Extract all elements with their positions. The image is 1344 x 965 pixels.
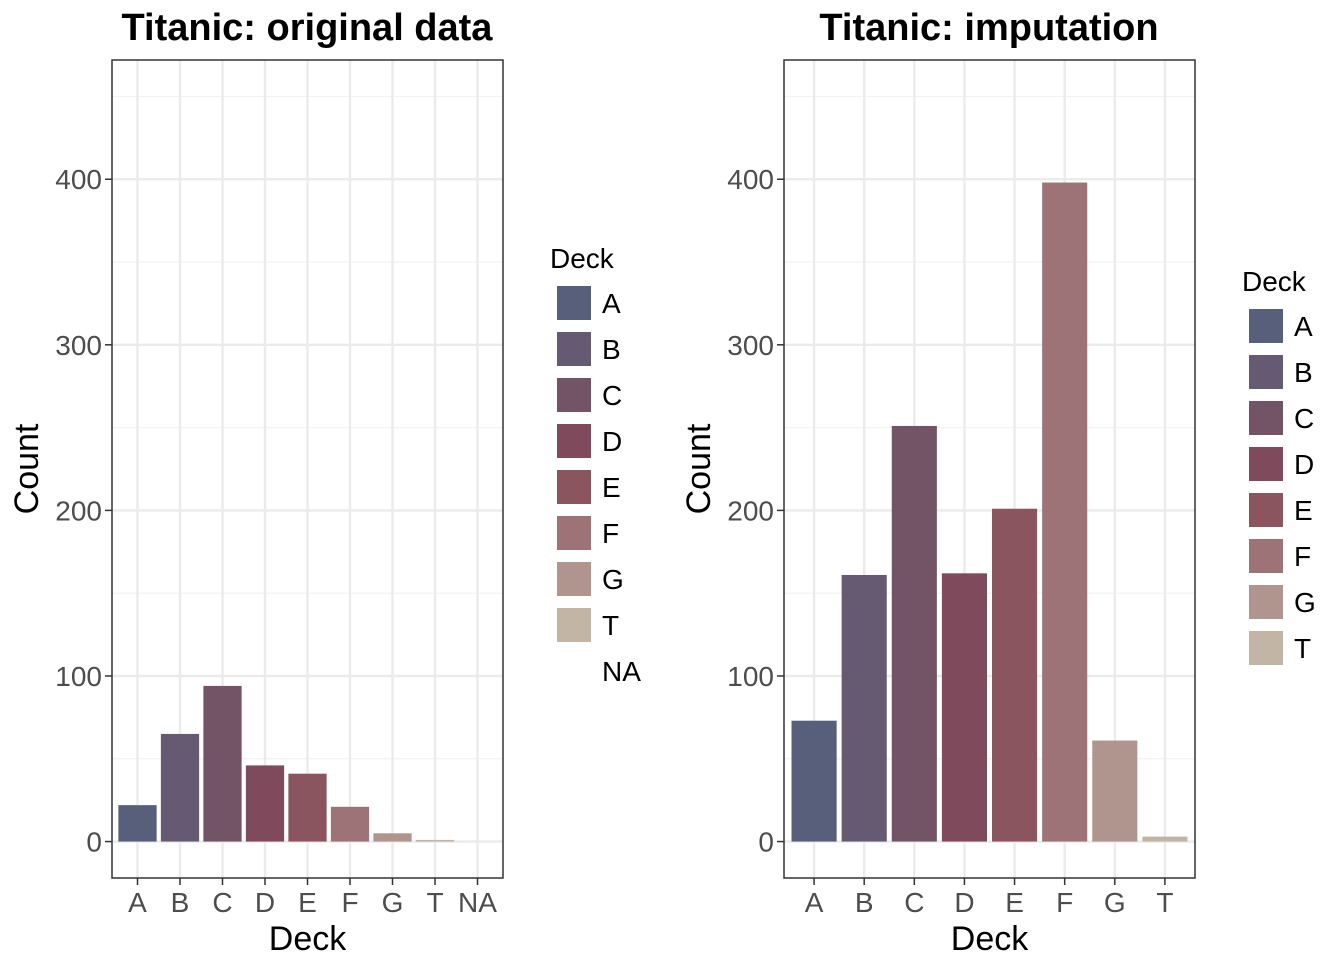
- panel1-y-tick-label: 200: [55, 495, 102, 526]
- panel2-y-axis-title: Count: [680, 423, 718, 514]
- panel1-y-tick-label: 0: [86, 827, 102, 858]
- panel1-legend-key-C: [557, 378, 591, 412]
- panel2-y-tick-label: 300: [727, 330, 774, 361]
- panel1-legend-label-C: C: [602, 380, 622, 411]
- panel2-legend-key-T: [1249, 631, 1283, 665]
- panel2-legend-label-T: T: [1294, 633, 1311, 664]
- panel2-panel-border: [783, 59, 1196, 879]
- panel2-legend-key-B: [1249, 355, 1283, 389]
- panel1-bar-C: [203, 685, 242, 842]
- panel2-x-tick-label: D: [954, 887, 974, 918]
- panel1-x-tick-label: D: [255, 887, 275, 918]
- panel1-legend-label-D: D: [602, 426, 622, 457]
- panel2-legend-key-D: [1249, 447, 1283, 481]
- panel1-legend-key-D: [557, 424, 591, 458]
- panel1-legend-title: Deck: [550, 243, 615, 274]
- panel1-x-tick-label: A: [128, 887, 147, 918]
- panel1-x-axis-title: Deck: [269, 920, 347, 958]
- panel1-legend-key-B: [557, 332, 591, 366]
- panel2-legend-label-A: A: [1294, 311, 1313, 342]
- panel2-y-tick-label: 400: [727, 164, 774, 195]
- panel1-x-tick-label: T: [426, 887, 443, 918]
- panel1-y-tick-label: 100: [55, 661, 102, 692]
- panel1-x-tick-label: F: [341, 887, 358, 918]
- panel2-y-tick-label: 0: [758, 827, 774, 858]
- panel2-bar-A: [791, 720, 837, 842]
- panel1-x-tick-label: G: [382, 887, 404, 918]
- panel1-legend-key-F: [557, 516, 591, 550]
- panel2-legend-key-E: [1249, 493, 1283, 527]
- panel1-x-tick-label: NA: [458, 887, 497, 918]
- panel2-legend-label-F: F: [1294, 541, 1311, 572]
- panel2-x-tick-label: E: [1005, 887, 1024, 918]
- panel1-chart-title: Titanic: original data: [122, 7, 494, 49]
- panel1-legend-label-T: T: [602, 610, 619, 641]
- panel2-x-tick-label: A: [805, 887, 824, 918]
- panel2-bar-D: [941, 573, 987, 842]
- panel2-x-tick-label: B: [855, 887, 874, 918]
- panel1-bar-E: [288, 773, 327, 842]
- panel1-legend-key-T: [557, 608, 591, 642]
- panel2-legend-label-C: C: [1294, 403, 1314, 434]
- panel2-bar-T: [1142, 836, 1188, 842]
- panel1-legend-label-G: G: [602, 564, 624, 595]
- panel1-y-tick-label: 300: [55, 330, 102, 361]
- panel1-legend-label-NA: NA: [602, 656, 641, 687]
- panel2-bar-F: [1042, 182, 1088, 842]
- panel2-legend-label-E: E: [1294, 495, 1313, 526]
- panel1-x-tick-label: E: [298, 887, 317, 918]
- panel1-y-axis-title: Count: [8, 423, 46, 514]
- panel2-bar-G: [1092, 740, 1138, 842]
- panel2-legend-key-G: [1249, 585, 1283, 619]
- panel2-x-tick-label: T: [1156, 887, 1173, 918]
- panel1-y-tick-label: 400: [55, 164, 102, 195]
- panel1-legend-label-B: B: [602, 334, 621, 365]
- panel1-bar-B: [160, 733, 200, 842]
- panel2-y-tick-label: 200: [727, 495, 774, 526]
- panel2-legend-label-B: B: [1294, 357, 1313, 388]
- panel2-x-tick-label: F: [1056, 887, 1073, 918]
- panel1-legend-key-A: [557, 286, 591, 320]
- panel1-x-tick-label: C: [212, 887, 232, 918]
- panel2-x-tick-label: G: [1104, 887, 1126, 918]
- panel1-bar-A: [118, 805, 157, 842]
- panel1-legend-key-G: [557, 562, 591, 596]
- panel1-x-tick-label: B: [171, 887, 190, 918]
- panel1-legend-label-A: A: [602, 288, 621, 319]
- panel1-bar-T: [415, 839, 455, 842]
- panel1-bar-D: [245, 765, 285, 842]
- panel1-legend-key-E: [557, 470, 591, 504]
- panel1-bar-F: [330, 806, 370, 842]
- panel2-bar-C: [891, 425, 937, 842]
- panel2-chart-title: Titanic: imputation: [819, 7, 1158, 49]
- panel2-legend-label-G: G: [1294, 587, 1316, 618]
- panel2-legend-key-C: [1249, 401, 1283, 435]
- panel2-x-tick-label: C: [904, 887, 924, 918]
- panel2-y-tick-label: 100: [727, 661, 774, 692]
- panel2-legend-title: Deck: [1242, 266, 1307, 297]
- panel1-legend-label-F: F: [602, 518, 619, 549]
- panel1-bar-G: [373, 833, 412, 842]
- panel2-legend-key-A: [1249, 309, 1283, 343]
- panel2-bar-E: [992, 508, 1038, 842]
- panel2-x-axis-title: Deck: [951, 920, 1029, 958]
- panel2-legend-key-F: [1249, 539, 1283, 573]
- panel2-bar-B: [841, 574, 887, 842]
- panel2-legend-label-D: D: [1294, 449, 1314, 480]
- panel1-legend-label-E: E: [602, 472, 621, 503]
